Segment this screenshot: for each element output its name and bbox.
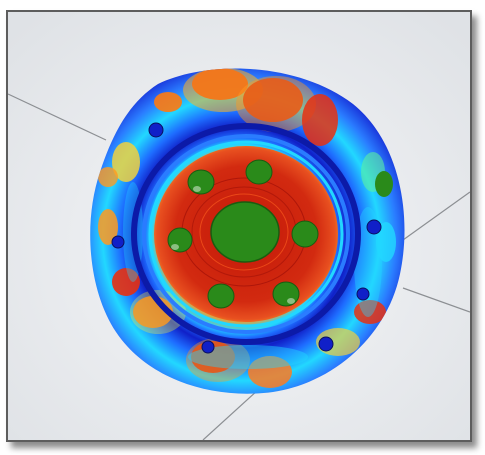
rim-notch [356, 287, 370, 301]
bolt-hole-6 [291, 220, 319, 248]
annular-groove-inner [142, 134, 350, 334]
3d-viewport[interactable] [8, 12, 470, 440]
central-hub [154, 146, 338, 322]
bolt-hole-1 [245, 159, 273, 185]
bolt-hole-5 [272, 281, 300, 307]
bolt-hole-3 [167, 227, 193, 253]
rim-notch [366, 219, 382, 235]
viewport-frame [6, 10, 472, 442]
rim-notch [318, 336, 334, 352]
reference-line-right-upper [402, 191, 470, 241]
bolt-hole-4 [207, 283, 235, 309]
rim-green-spot [375, 171, 393, 197]
center-bore [210, 201, 280, 263]
bolt-hole-2 [187, 169, 215, 195]
rim-notch [148, 122, 164, 138]
rim-notch [111, 235, 125, 249]
fea-contour-render [8, 12, 470, 440]
annular-groove-outer [131, 123, 361, 345]
annular-groove-highlight [148, 140, 344, 328]
disc-body [90, 68, 405, 394]
bolt-hole-highlights [171, 186, 295, 304]
rim-notch [201, 340, 215, 354]
reference-line-right-lower [402, 287, 470, 313]
rim-notches [111, 122, 382, 354]
reference-line-left [8, 93, 107, 141]
reference-line-bottom [202, 389, 259, 440]
bolt-holes [167, 159, 319, 309]
